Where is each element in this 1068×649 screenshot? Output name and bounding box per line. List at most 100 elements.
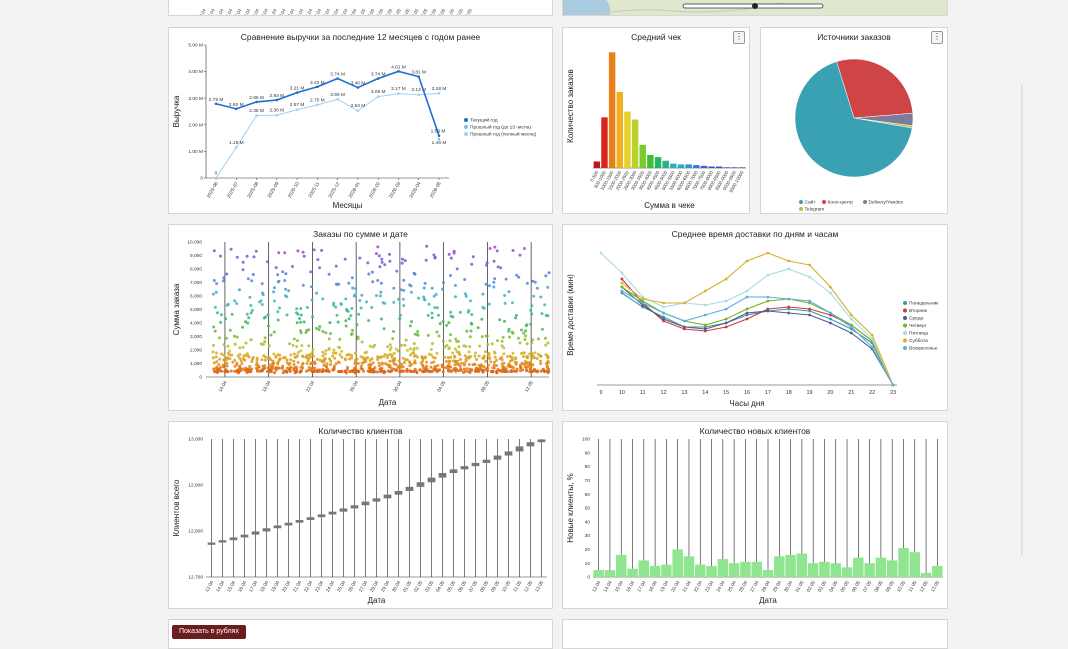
orders-data-point [511,249,515,252]
delivery-data-point [620,291,624,295]
order-sources-legend-marker [822,200,826,204]
new-clients-y-tick-label: 90 [585,450,591,456]
orders-data-point [519,366,523,370]
orders-data-point [398,317,402,321]
orders-data-point [218,357,222,361]
new-clients-x-tick-label: 26.04 [738,580,749,594]
delivery-x-tick-label: 20 [827,390,833,396]
avg-check-bar [731,167,738,168]
orders-data-point [499,369,502,373]
orders-data-point [378,364,381,368]
revenue-data-point [356,109,360,113]
orders-data-point [362,356,365,360]
orders-data-point [246,368,250,372]
orders-data-point [463,363,466,367]
delivery-x-tick-label: 11 [640,390,646,396]
orders-data-point [211,350,215,354]
orders-data-point [272,361,276,365]
orders-data-point [503,319,506,323]
orders-data-point [310,298,314,302]
revenue-y-tick-label: 2.00 M [188,122,203,128]
orders-data-point [327,272,331,276]
orders-data-point [400,362,404,366]
clients-x-tick-label: 22.04 [303,580,314,594]
revenue-chart-title: Сравнение выручки за последние 12 месяце… [240,32,481,42]
page-scrollbar[interactable] [1021,85,1023,555]
orders-data-point [377,361,381,365]
delivery-data-point [620,285,624,289]
orders-data-point [464,294,468,298]
orders-data-point [421,359,425,363]
orders-data-point [510,356,514,360]
orders-data-point [462,367,466,371]
avg-check-bar [593,161,601,168]
map-zoom-slider-handle[interactable] [752,3,758,9]
clients-y-tick-label: 12,800 [188,529,203,535]
orders-data-point [215,365,219,369]
orders-data-point [328,321,332,325]
orders-data-point [449,365,453,369]
orders-data-point [410,320,413,324]
show-in-rubles-button[interactable]: Показать в рублях [172,625,246,639]
orders-data-point [484,367,488,371]
new-clients-x-tick-label: 20.04 [670,580,681,594]
orders-data-point [225,364,229,368]
delivery-data-point [724,321,728,325]
orders-data-point [468,335,472,339]
avg-check-menu-button[interactable]: ⋮ [733,31,745,44]
orders-data-point [416,355,419,359]
orders-data-point [405,367,409,371]
avg-check-bar [670,163,677,168]
orders-data-point [222,353,226,357]
orders-data-point [334,351,338,355]
orders-data-point [211,356,215,360]
orders-data-point [401,356,405,360]
orders-data-point [379,356,383,360]
clients-bar [295,519,304,523]
orders-data-point [449,369,453,373]
orders-data-point [417,296,421,300]
new-clients-x-tick-label: 06.05 [851,580,862,594]
orders-data-point [347,281,351,285]
orders-data-point [305,369,308,373]
orders-data-point [392,286,396,290]
orders-data-point [425,364,429,368]
orders-data-point [468,345,472,349]
orders-data-point [334,264,338,268]
revenue-y-axis-title: Выручка [172,95,181,127]
delivery-legend-marker [903,308,907,313]
orders-data-point [285,295,289,299]
orders-data-point [500,355,504,359]
orders-data-point [269,358,273,362]
orders-data-point [394,347,398,351]
map-svg [563,0,824,15]
orders-data-point [514,356,518,360]
delivery-data-point [703,323,707,327]
orders-data-point [402,361,406,364]
clients-x-tick-label: 30.04 [391,580,402,594]
avg-check-bar [677,164,685,168]
orders-data-point [533,280,537,284]
orders-data-point [287,368,291,372]
orders-data-point [392,351,396,355]
orders-data-point [299,329,303,333]
orders-data-point [230,353,234,357]
orders-data-point [291,343,295,347]
new-clients-bar [830,563,841,577]
orders-data-point [533,351,537,355]
clients-x-tick-label: 26.04 [347,580,358,594]
orders-x-tick-label: 12.05 [524,380,535,394]
clients-x-tick-label: 27.04 [358,580,369,594]
new-clients-x-tick-label: 03.05 [817,580,828,594]
orders-data-point [435,330,439,334]
new-clients-bar [819,561,830,577]
order-sources-menu-button[interactable]: ⋮ [931,31,943,44]
orders-y-tick-label: 7,000 [190,280,202,286]
revenue-data-label: 2.53 M [351,103,366,109]
orders-data-point [251,357,255,361]
orders-data-point [261,343,265,346]
delivery-data-point [766,273,770,277]
orders-data-point [457,362,461,366]
orders-data-point [447,369,451,373]
delivery-data-point [703,303,707,307]
